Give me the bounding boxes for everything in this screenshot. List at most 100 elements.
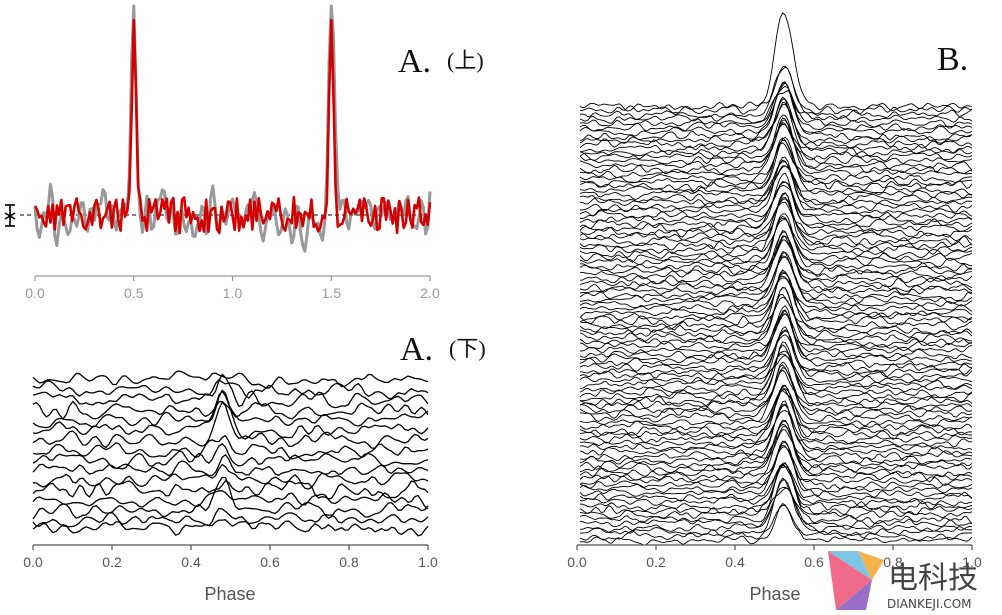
- b-trace: [579, 198, 973, 242]
- a-top-x-tick-label: 2.0: [420, 285, 440, 301]
- b-trace: [579, 361, 973, 423]
- b-trace: [579, 463, 973, 512]
- panel-a-bottom-sub: (下): [449, 336, 486, 361]
- b-x-tick-label: 0.8: [883, 554, 903, 570]
- b-trace: [579, 420, 973, 477]
- a-bottom-trace: [32, 435, 429, 460]
- a-bottom-trace: [32, 519, 429, 537]
- a-bottom-trace: [32, 443, 429, 470]
- b-trace: [579, 479, 973, 533]
- b-trace: [579, 445, 973, 490]
- a-bottom-trace: [32, 389, 429, 440]
- b-trace: [579, 181, 973, 226]
- b-trace: [579, 255, 973, 302]
- b-trace: [579, 429, 973, 466]
- a-bottom-trace: [32, 373, 429, 409]
- b-trace: [580, 213, 973, 272]
- a-bottom-trace: [32, 379, 429, 400]
- b-trace: [579, 465, 973, 508]
- b-trace: [579, 136, 973, 196]
- a-bottom-trace: [32, 490, 429, 510]
- b-trace: [579, 81, 973, 137]
- b-trace: [579, 156, 973, 217]
- a-bottom-x-tick-label: 0.8: [339, 554, 359, 570]
- panel-b: 0.0 0.2 0.4 0.6 0.8 1.0 B. Phase: [567, 12, 982, 604]
- panel-a-top-sub: (上): [447, 48, 484, 73]
- b-trace: [579, 65, 973, 120]
- a-top-x-axis: 0.0 0.5 1.0 1.5 2.0: [25, 275, 440, 301]
- b-trace: [579, 326, 973, 384]
- b-trace: [579, 239, 973, 276]
- a-top-series-red: [33, 18, 432, 235]
- b-trace: [579, 329, 973, 381]
- watermark-sub-text: DIANKEJI.COM: [887, 597, 972, 611]
- b-trace: [579, 192, 973, 255]
- b-x-title: Phase: [749, 584, 800, 604]
- b-trace: [579, 305, 973, 368]
- a-bottom-x-tick-label: 0.0: [23, 554, 43, 570]
- a-bottom-x-title: Phase: [204, 584, 255, 604]
- b-trace: [579, 101, 973, 149]
- b-trace: [579, 98, 973, 154]
- b-x-tick-label: 0.2: [646, 554, 666, 570]
- b-trace: [579, 139, 973, 188]
- b-trace: [579, 123, 973, 162]
- b-trace: [579, 117, 973, 175]
- a-top-x-tick-label: 1.0: [223, 285, 243, 301]
- b-x-tick-label: 0.6: [804, 554, 824, 570]
- a-bottom-trace: [32, 476, 429, 520]
- a-top-x-tick-label: 0.5: [124, 285, 144, 301]
- b-trace: [579, 142, 973, 184]
- panel-a-bottom-label: A.: [400, 331, 433, 368]
- b-trace: [579, 286, 973, 348]
- b-trace: [579, 96, 973, 158]
- panel-b-label: B.: [937, 41, 968, 78]
- panel-a-bottom: 0.0 0.2 0.4 0.6 0.8 1.0 A. (下) Phase: [23, 331, 485, 604]
- b-trace: [579, 441, 973, 494]
- panel-a-top-label: A.: [398, 43, 431, 80]
- b-trace: [579, 271, 973, 326]
- b-trace: [579, 165, 973, 200]
- watermark: 电科技 DIANKEJI.COM: [828, 551, 978, 611]
- watermark-main-text: 电科技: [888, 561, 978, 596]
- b-trace: [579, 161, 973, 208]
- b-trace: [579, 137, 973, 192]
- b-trace: [579, 390, 973, 427]
- b-x-tick-label: 1.0: [962, 554, 982, 570]
- a-bottom-x-axis: 0.0 0.2 0.4 0.6 0.8 1.0: [23, 544, 438, 570]
- b-trace: [579, 367, 973, 414]
- a-bottom-trace: [32, 480, 429, 500]
- a-bottom-x-tick-label: 1.0: [418, 554, 438, 570]
- b-trace: [579, 252, 973, 305]
- b-trace: [579, 231, 973, 289]
- b-trace: [579, 309, 973, 360]
- b-trace: [579, 251, 973, 309]
- a-top-x-tick-label: 1.5: [322, 285, 342, 301]
- b-trace: [579, 12, 973, 112]
- b-trace: [579, 400, 973, 462]
- b-trace: [579, 477, 973, 536]
- b-trace: [579, 275, 973, 318]
- b-x-tick-label: 0.0: [567, 554, 587, 570]
- a-bottom-trace: [32, 454, 429, 477]
- a-top-error-bar: [4, 204, 16, 227]
- b-trace: [579, 341, 973, 407]
- a-bottom-x-tick-label: 0.6: [260, 554, 280, 570]
- b-trace: [579, 462, 973, 519]
- watermark-logo-icon: [828, 551, 884, 610]
- panel-a-top: 0.0 0.5 1.0 1.5 2.0 A. (上): [4, 4, 484, 301]
- a-bottom-x-tick-label: 0.2: [102, 554, 122, 570]
- a-top-x-tick-label: 0.0: [25, 285, 45, 301]
- b-trace: [579, 504, 973, 541]
- b-trace: [579, 85, 973, 129]
- b-trace: [579, 119, 973, 171]
- b-trace: [579, 114, 972, 179]
- b-trace: [579, 440, 973, 500]
- a-bottom-trace: [32, 370, 429, 389]
- a-bottom-trace: [32, 507, 429, 530]
- b-trace: [579, 82, 973, 132]
- b-trace: [579, 296, 973, 335]
- b-trace: [579, 350, 973, 398]
- a-bottom-trace: [32, 401, 429, 449]
